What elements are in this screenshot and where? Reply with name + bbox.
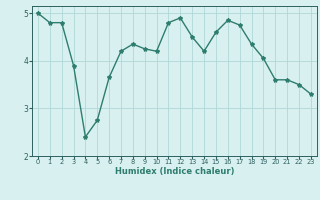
X-axis label: Humidex (Indice chaleur): Humidex (Indice chaleur) bbox=[115, 167, 234, 176]
